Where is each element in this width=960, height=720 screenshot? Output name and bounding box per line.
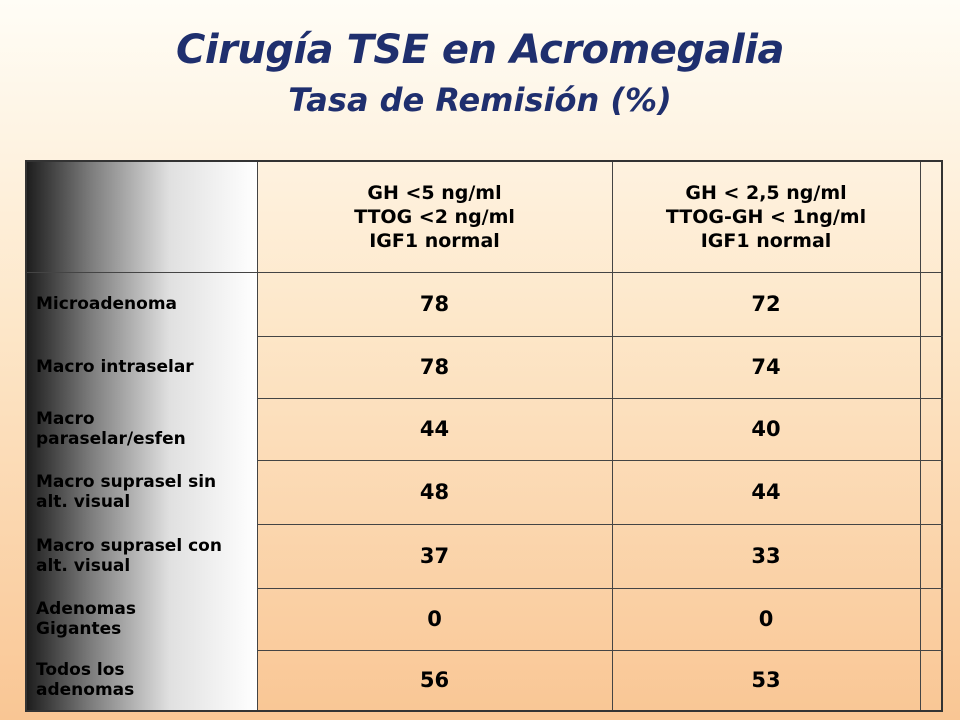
cell-macro-paraselar-col1: 44	[419, 417, 450, 441]
cell-macro-suprasel-sin-col1: 48	[419, 480, 450, 504]
row-label-macro-paraselar: Macro paraselar/esfen	[36, 409, 186, 449]
column-divider-3	[920, 162, 921, 710]
row-divider-7	[257, 650, 943, 651]
row-divider-5	[257, 524, 943, 525]
cell-todos-adenomas-col2: 53	[751, 668, 781, 692]
column-header-1-line-3: IGF1 normal	[369, 230, 500, 252]
cell-macro-intraselar-col1: 78	[419, 355, 450, 379]
column-header-2-line-1: GH < 2,5 ng/ml	[685, 182, 847, 204]
slide-subtitle: Tasa de Remisión (%)	[288, 81, 672, 119]
cell-microadenoma-col2: 72	[751, 292, 781, 316]
slide-title: Cirugía TSE en Acromegalia	[176, 27, 784, 73]
column-divider-2	[612, 162, 613, 710]
cell-todos-adenomas-col1: 56	[419, 668, 450, 692]
cell-adenomas-gigantes-col1: 0	[427, 607, 442, 631]
cell-microadenoma-col1: 78	[419, 292, 450, 316]
cell-macro-intraselar-col2: 74	[751, 355, 781, 379]
row-label-macro-suprasel-con: Macro suprasel con alt. visual	[36, 536, 222, 576]
column-header-2-line-3: IGF1 normal	[700, 230, 832, 252]
row-divider-3	[257, 398, 943, 399]
column-header-2-line-2: TTOG-GH < 1ng/ml	[665, 206, 867, 228]
row-divider-6	[257, 588, 943, 589]
cell-macro-suprasel-con-col2: 33	[751, 544, 781, 568]
cell-macro-suprasel-con-col1: 37	[419, 544, 450, 568]
row-divider-2	[257, 336, 943, 337]
row-divider-1	[27, 272, 941, 273]
column-header-1: GH <5 ng/ml TTOG <2 ng/ml IGF1 normal	[257, 162, 612, 272]
row-divider-4	[257, 460, 943, 461]
column-header-2: GH < 2,5 ng/ml TTOG-GH < 1ng/ml IGF1 nor…	[612, 162, 920, 272]
row-label-adenomas-gigantes: Adenomas Gigantes	[36, 599, 136, 639]
column-header-1-line-1: GH <5 ng/ml	[367, 182, 502, 204]
row-label-macro-suprasel-sin: Macro suprasel sin alt. visual	[36, 472, 217, 512]
cell-macro-suprasel-sin-col2: 44	[751, 480, 781, 504]
row-label-macro-intraselar: Macro intraselar	[36, 357, 194, 377]
cell-macro-paraselar-col2: 40	[751, 417, 781, 441]
remission-table: GH <5 ng/ml TTOG <2 ng/ml IGF1 normal GH…	[25, 160, 943, 712]
column-divider-1	[257, 162, 258, 710]
row-label-todos-adenomas: Todos los adenomas	[36, 660, 135, 700]
row-label-microadenoma: Microadenoma	[36, 294, 178, 314]
row-header-gradient	[27, 162, 257, 710]
cell-adenomas-gigantes-col2: 0	[758, 607, 774, 631]
column-header-1-line-2: TTOG <2 ng/ml	[354, 206, 515, 228]
